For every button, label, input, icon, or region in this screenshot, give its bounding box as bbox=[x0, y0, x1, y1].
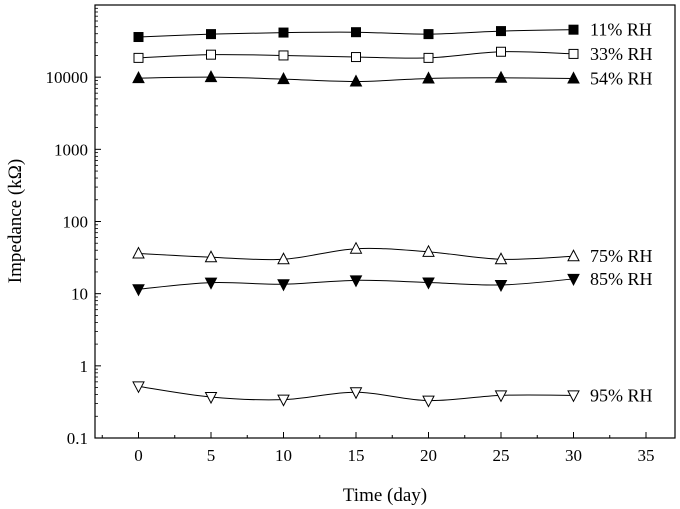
y-tick-label: 0.1 bbox=[67, 429, 88, 448]
data-point-marker bbox=[567, 390, 580, 403]
data-point-marker bbox=[204, 70, 218, 83]
data-point-marker bbox=[494, 279, 508, 293]
data-point-marker bbox=[277, 72, 290, 85]
data-point-marker bbox=[567, 249, 580, 262]
data-point-marker bbox=[206, 29, 216, 40]
data-point-marker bbox=[568, 48, 579, 59]
series-group: 85% RH bbox=[132, 269, 653, 297]
data-point-marker bbox=[277, 279, 290, 292]
data-point-marker bbox=[132, 381, 145, 394]
data-point-marker bbox=[133, 52, 144, 63]
x-tick-label: 5 bbox=[207, 446, 216, 465]
series-label: 75% RH bbox=[590, 246, 653, 266]
x-tick-label: 30 bbox=[565, 446, 582, 465]
series-group: 75% RH bbox=[132, 241, 653, 266]
data-point-marker bbox=[568, 24, 579, 35]
y-tick-label: 1000 bbox=[54, 140, 88, 159]
data-point-marker bbox=[494, 252, 508, 265]
data-point-marker bbox=[277, 394, 290, 407]
data-point-marker bbox=[423, 29, 434, 40]
x-tick-label: 0 bbox=[134, 446, 143, 465]
data-point-marker bbox=[204, 250, 218, 263]
series-label: 85% RH bbox=[590, 269, 653, 289]
data-point-marker bbox=[204, 277, 218, 290]
series-label: 11% RH bbox=[590, 20, 652, 40]
x-axis-label: Time (day) bbox=[343, 485, 427, 506]
series-layer: 11% RH 33% RH 54% RH 75% RH 85% RH 95% RH bbox=[132, 20, 653, 408]
x-tick-label: 20 bbox=[420, 446, 437, 465]
x-tick-label: 15 bbox=[348, 446, 365, 465]
ticks-layer: 0 5 10 15 20 25 30 35 0.1 1 10 100 1000 10000 bbox=[46, 7, 655, 465]
y-tick-label: 1 bbox=[80, 357, 89, 376]
y-tick-label: 100 bbox=[63, 213, 89, 232]
series-group: 33% RH bbox=[133, 44, 653, 64]
data-point-marker bbox=[277, 252, 290, 265]
data-point-marker bbox=[423, 52, 434, 63]
y-axis-label: Impedance (kΩ) bbox=[5, 159, 26, 283]
y-tick-label: 10000 bbox=[46, 68, 89, 87]
data-point-marker bbox=[422, 71, 435, 84]
data-point-marker bbox=[351, 52, 361, 63]
data-point-marker bbox=[349, 241, 363, 254]
data-point-marker bbox=[494, 70, 508, 83]
x-tick-label: 10 bbox=[275, 446, 292, 465]
series-label: 95% RH bbox=[590, 385, 653, 405]
data-point-marker bbox=[132, 246, 145, 259]
data-point-marker bbox=[204, 391, 218, 405]
data-point-marker bbox=[496, 46, 506, 57]
series-label: 54% RH bbox=[590, 68, 653, 88]
data-point-marker bbox=[133, 32, 144, 43]
data-point-marker bbox=[278, 27, 289, 38]
plot-frame bbox=[94, 4, 676, 439]
series-label: 33% RH bbox=[590, 44, 653, 64]
series-group: 11% RH bbox=[133, 20, 652, 43]
data-point-marker bbox=[422, 244, 435, 257]
data-point-marker bbox=[567, 273, 580, 287]
series-group: 54% RH bbox=[132, 68, 653, 88]
y-tick-label: 10 bbox=[71, 285, 88, 304]
x-tick-label: 25 bbox=[493, 446, 510, 465]
series-group: 95% RH bbox=[132, 381, 653, 408]
data-point-marker bbox=[351, 27, 361, 38]
data-point-marker bbox=[349, 275, 363, 288]
data-point-marker bbox=[132, 284, 145, 297]
data-point-marker bbox=[496, 26, 506, 37]
data-point-marker bbox=[349, 387, 363, 400]
x-tick-label: 35 bbox=[638, 446, 655, 465]
data-point-marker bbox=[422, 277, 435, 290]
data-point-marker bbox=[206, 49, 216, 60]
data-point-marker bbox=[567, 71, 580, 84]
data-point-marker bbox=[278, 50, 289, 61]
data-point-marker bbox=[422, 395, 435, 408]
data-point-marker bbox=[494, 390, 508, 403]
data-point-marker bbox=[349, 74, 363, 87]
data-point-marker bbox=[132, 71, 145, 84]
